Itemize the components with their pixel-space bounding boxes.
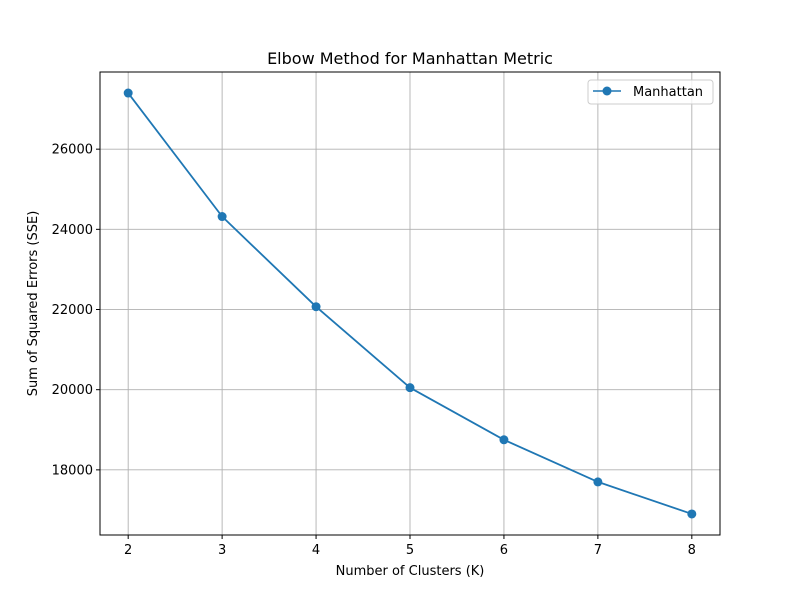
chart-title: Elbow Method for Manhattan Metric xyxy=(267,49,553,68)
data-point xyxy=(405,383,415,393)
y-tick-label: 18000 xyxy=(52,463,93,478)
legend-marker xyxy=(602,86,612,96)
x-tick-label: 3 xyxy=(218,543,226,558)
series-layer xyxy=(123,88,697,519)
y-tick-label: 22000 xyxy=(52,303,93,318)
data-point xyxy=(311,302,321,312)
data-point xyxy=(687,509,697,519)
x-axis-label: Number of Clusters (K) xyxy=(336,564,485,579)
legend-box xyxy=(587,79,714,105)
data-point xyxy=(217,212,227,222)
x-tick-label: 6 xyxy=(500,543,508,558)
data-point xyxy=(499,435,509,445)
y-tick-label: 24000 xyxy=(52,223,93,238)
ticks: 2 3 4 5 6 7 8 18000 20000 22000 24000 26000 xyxy=(52,143,696,558)
x-tick-label: 7 xyxy=(594,543,602,558)
legend-label-manhattan: Manhattan xyxy=(633,85,703,100)
x-tick-label: 8 xyxy=(688,543,696,558)
y-tick-label: 20000 xyxy=(52,383,93,398)
data-point xyxy=(123,88,133,98)
data-point xyxy=(593,477,603,487)
x-tick-label: 5 xyxy=(406,543,414,558)
x-tick-label: 4 xyxy=(312,543,320,558)
legend: Manhattan xyxy=(587,79,714,105)
x-tick-label: 2 xyxy=(124,543,132,558)
y-tick-label: 26000 xyxy=(52,143,93,158)
y-axis-label: Sum of Squared Errors (SSE) xyxy=(26,211,41,397)
